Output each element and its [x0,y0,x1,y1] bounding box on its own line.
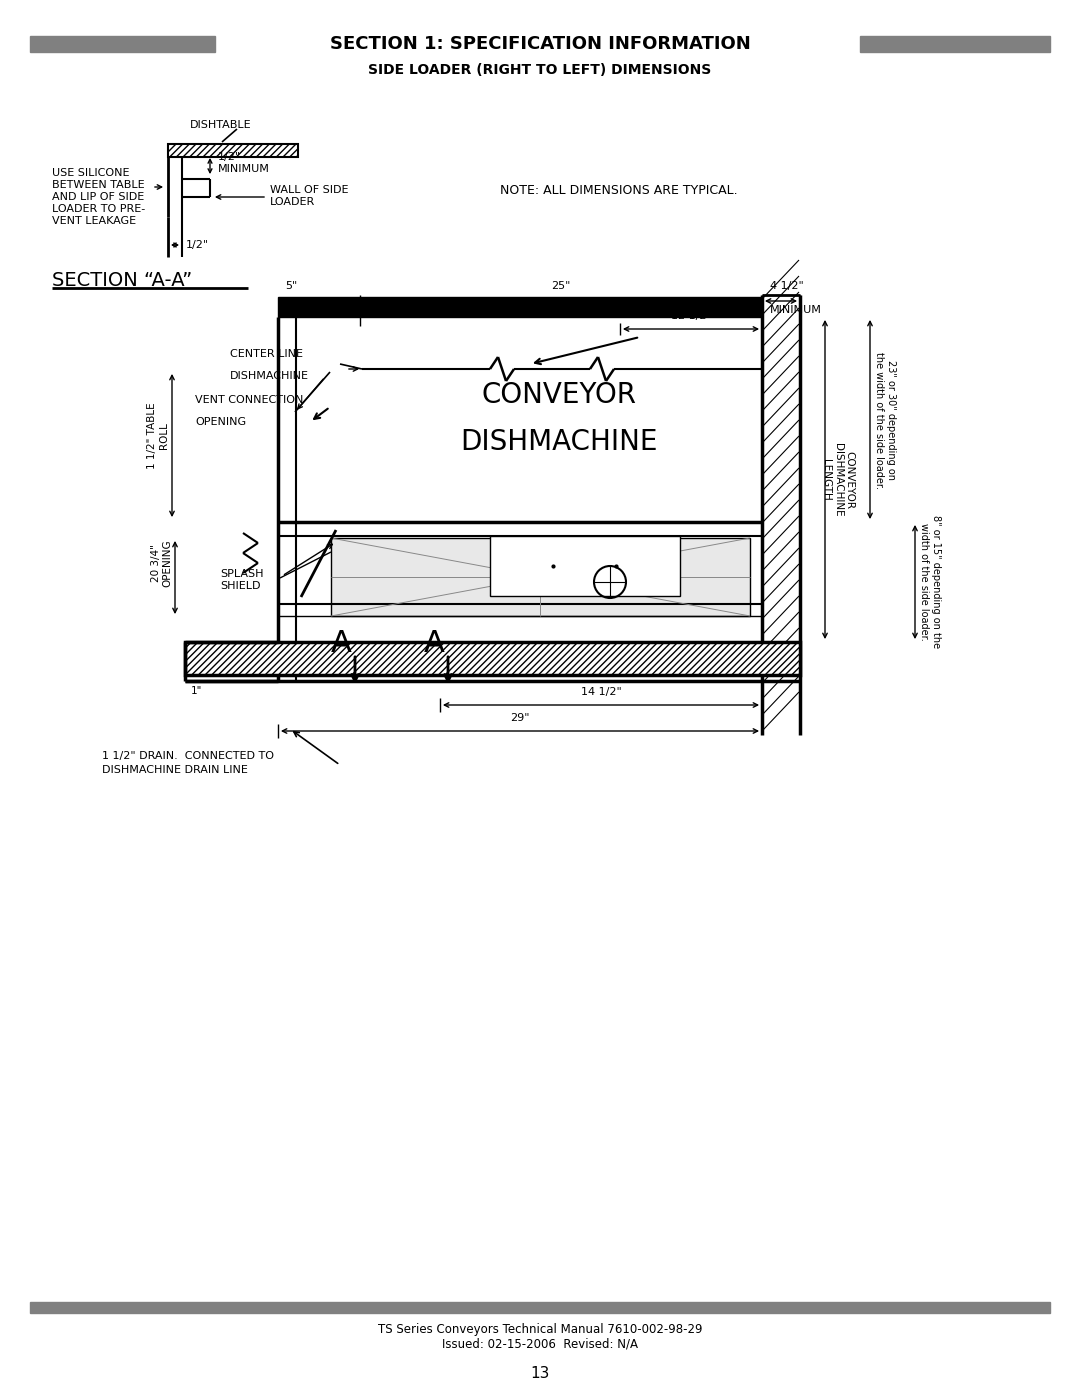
Text: SPLASH: SPLASH [220,569,264,578]
Text: SIDE LOADER (RIGHT TO LEFT) DIMENSIONS: SIDE LOADER (RIGHT TO LEFT) DIMENSIONS [368,63,712,77]
Text: NOTE: ALL DIMENSIONS ARE TYPICAL.: NOTE: ALL DIMENSIONS ARE TYPICAL. [500,183,738,197]
Text: CENTER LINE: CENTER LINE [230,349,303,359]
Bar [330,538,750,616]
Bar [185,643,800,675]
Text: 12 1/2": 12 1/2" [671,312,712,321]
Text: VENT LEAKAGE: VENT LEAKAGE [52,217,136,226]
Text: MINIMUM: MINIMUM [218,163,270,175]
Text: SECTION 1: SPECIFICATION INFORMATION: SECTION 1: SPECIFICATION INFORMATION [329,35,751,53]
Text: VENT CONNECTION: VENT CONNECTION [195,395,303,405]
Text: WALL OF SIDE: WALL OF SIDE [270,184,349,196]
Text: 29": 29" [510,712,530,724]
Bar [185,643,800,675]
Bar [30,36,215,52]
Text: 13: 13 [530,1365,550,1380]
Bar [168,144,298,156]
Text: SHIELD: SHIELD [220,581,260,591]
Bar [168,144,298,156]
Text: DISHMACHINE DRAIN LINE: DISHMACHINE DRAIN LINE [102,766,248,775]
Text: Issued: 02-15-2006  Revised: N/A: Issued: 02-15-2006 Revised: N/A [442,1337,638,1351]
Text: 5": 5" [285,281,297,291]
Text: DISHMACHINE: DISHMACHINE [460,427,658,455]
Text: DISHTABLE: DISHTABLE [190,120,252,130]
Text: SECTION “A-A”: SECTION “A-A” [52,271,192,289]
Text: MINIMUM: MINIMUM [770,305,822,314]
Text: USE SILICONE: USE SILICONE [52,168,130,177]
Text: 1 1/2" TABLE
ROLL: 1 1/2" TABLE ROLL [147,402,168,469]
Text: DISHWASHER: DISHWASHER [523,305,598,314]
Text: 20 3/4"
OPENING: 20 3/4" OPENING [151,539,173,587]
Bar [490,536,680,597]
Text: BETWEEN TABLE: BETWEEN TABLE [52,180,145,190]
Text: LOADER TO PRE-: LOADER TO PRE- [52,204,145,214]
Bar [860,36,1050,52]
Text: 4 1/2": 4 1/2" [770,281,804,291]
Text: 14 1/2": 14 1/2" [581,687,621,697]
Text: 8" or 15" depending on the
width of the side loader.: 8" or 15" depending on the width of the … [919,515,941,648]
Text: AND LIP OF SIDE: AND LIP OF SIDE [52,191,145,203]
Text: 23" or 30" depending on
the width of the side loader.: 23" or 30" depending on the width of the… [874,352,895,489]
Text: 25": 25" [551,281,570,291]
Bar [30,1302,1050,1313]
Text: DISHMACHINE: DISHMACHINE [230,372,309,381]
Text: 1": 1" [190,686,202,696]
Text: CONVEYOR
DISHMACHINE
LENGTH: CONVEYOR DISHMACHINE LENGTH [822,443,854,517]
Text: A: A [330,630,351,658]
Bar [278,298,762,317]
Text: 1/2": 1/2" [186,240,210,250]
Text: CONVEYOR: CONVEYOR [482,381,636,409]
Text: OPENING: OPENING [195,416,246,427]
Text: 1 1/2" DRAIN.  CONNECTED TO: 1 1/2" DRAIN. CONNECTED TO [102,752,274,761]
Text: A: A [423,630,445,658]
Text: 1/2": 1/2" [218,152,241,162]
Text: TS Series Conveyors Technical Manual 7610-002-98-29: TS Series Conveyors Technical Manual 761… [378,1323,702,1336]
Text: LOADER: LOADER [270,197,315,207]
